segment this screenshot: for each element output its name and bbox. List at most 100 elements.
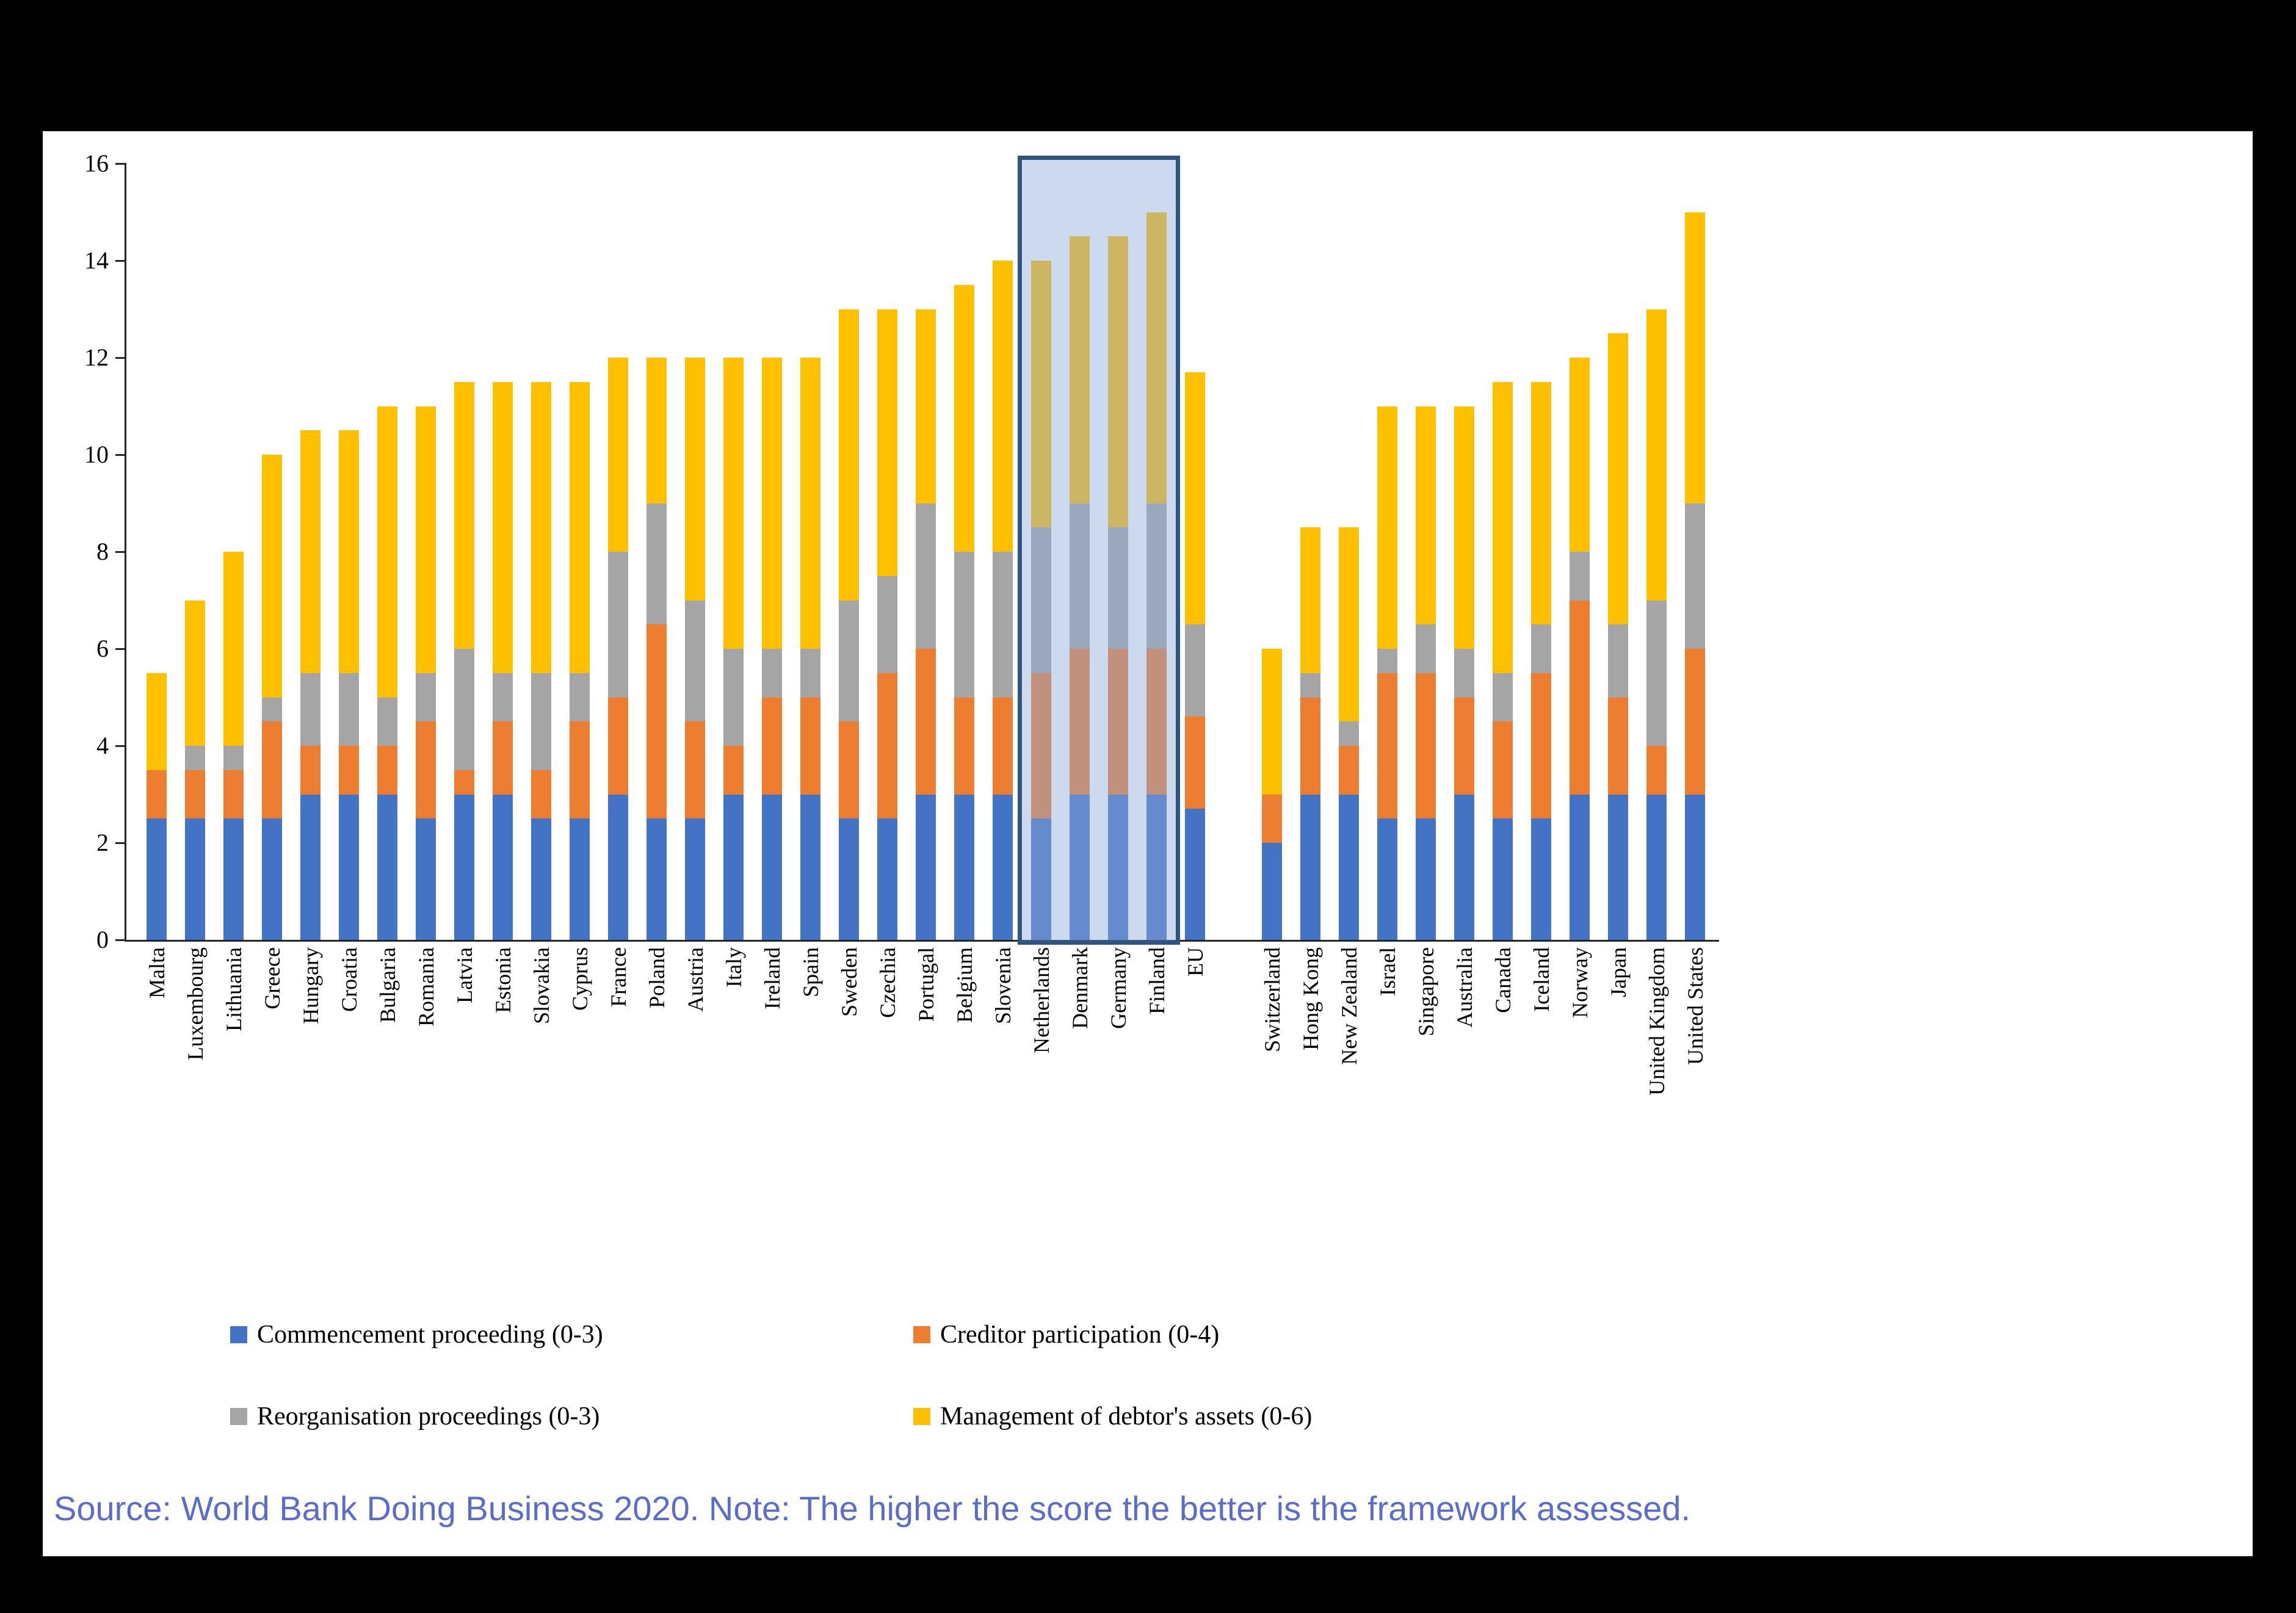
x-axis bbox=[125, 940, 1719, 942]
bar-segment bbox=[1570, 358, 1590, 552]
bar-segment bbox=[993, 261, 1013, 552]
bar-segment bbox=[954, 697, 974, 795]
bar-segment bbox=[339, 430, 359, 673]
bar-new-zealand bbox=[1339, 527, 1359, 940]
bar-segment bbox=[916, 309, 936, 503]
bar-lithuania bbox=[223, 552, 244, 940]
bar-segment bbox=[608, 552, 628, 698]
bar-segment bbox=[1300, 697, 1320, 795]
bar-segment bbox=[1570, 794, 1590, 940]
bar-segment bbox=[1493, 818, 1513, 940]
x-category-label: Czechia bbox=[875, 947, 900, 1018]
y-tick-label: 6 bbox=[96, 635, 109, 662]
bar-segment bbox=[147, 818, 167, 940]
bar-segment bbox=[762, 649, 782, 698]
bar-segment bbox=[223, 818, 244, 940]
bar-segment bbox=[800, 358, 820, 649]
bar-segment bbox=[416, 406, 436, 673]
bar-segment bbox=[646, 818, 667, 940]
bar-belgium bbox=[954, 284, 974, 940]
y-tick-mark bbox=[115, 357, 126, 359]
bar-segment bbox=[1031, 673, 1051, 819]
y-tick-mark bbox=[115, 260, 126, 262]
y-tick-mark bbox=[115, 745, 126, 747]
x-category-label: United Kingdom bbox=[1644, 947, 1669, 1095]
bar-segment bbox=[531, 381, 551, 673]
bar-segment bbox=[1031, 527, 1051, 673]
y-tick-label: 2 bbox=[96, 829, 109, 856]
bar-segment bbox=[1185, 716, 1205, 809]
bar-segment bbox=[1493, 673, 1513, 722]
bar-segment bbox=[1108, 649, 1128, 795]
bar-segment bbox=[839, 818, 859, 940]
bar-segment bbox=[800, 794, 820, 940]
x-category-label: Bulgaria bbox=[375, 947, 400, 1023]
x-category-label: Singapore bbox=[1413, 947, 1438, 1036]
bar-segment bbox=[300, 794, 320, 940]
bar-segment bbox=[1416, 818, 1436, 940]
bar-segment bbox=[300, 746, 320, 795]
legend-swatch bbox=[913, 1408, 930, 1425]
bar-segment bbox=[1646, 309, 1667, 601]
bar-segment bbox=[493, 794, 513, 940]
bar-ireland bbox=[762, 358, 782, 940]
bar-segment bbox=[1531, 381, 1551, 625]
bar-segment bbox=[1570, 600, 1590, 795]
bar-segment bbox=[1185, 624, 1205, 717]
bar-norway bbox=[1570, 358, 1590, 940]
x-category-label: New Zealand bbox=[1336, 947, 1361, 1065]
bar-segment bbox=[1070, 794, 1090, 940]
x-category-label: Japan bbox=[1606, 947, 1631, 997]
bar-czechia bbox=[877, 309, 897, 940]
bar-segment bbox=[1416, 624, 1436, 673]
bar-segment bbox=[954, 552, 974, 698]
bar-japan bbox=[1608, 333, 1628, 940]
bar-segment bbox=[916, 794, 936, 940]
x-category-label: Portugal bbox=[913, 947, 938, 1022]
y-tick-label: 10 bbox=[84, 441, 109, 468]
bar-segment bbox=[723, 358, 744, 649]
bar-latvia bbox=[454, 381, 474, 940]
x-category-label: Ireland bbox=[759, 947, 784, 1009]
bar-segment bbox=[1685, 503, 1705, 649]
legend-swatch bbox=[230, 1408, 247, 1425]
bar-sweden bbox=[839, 309, 859, 940]
bar-slovenia bbox=[993, 261, 1013, 940]
y-tick-label: 8 bbox=[96, 538, 109, 565]
bar-segment bbox=[993, 552, 1013, 698]
bar-segment bbox=[223, 770, 244, 819]
bar-eu bbox=[1185, 372, 1205, 940]
bar-segment bbox=[1070, 236, 1090, 503]
bar-segment bbox=[147, 673, 167, 770]
bar-luxembourg bbox=[185, 600, 205, 940]
x-category-label: Canada bbox=[1490, 947, 1515, 1013]
bar-segment bbox=[1454, 406, 1474, 649]
bar-segment bbox=[185, 746, 205, 770]
bar-iceland bbox=[1531, 381, 1551, 940]
x-category-label: Slovenia bbox=[990, 947, 1015, 1024]
bar-segment bbox=[993, 697, 1013, 795]
bar-segment bbox=[1070, 649, 1090, 795]
bar-segment bbox=[954, 284, 974, 552]
legend-label: Commencement proceeding (0-3) bbox=[257, 1321, 603, 1349]
bar-segment bbox=[608, 358, 628, 552]
bar-segment bbox=[1185, 372, 1205, 625]
bar-segment bbox=[1185, 809, 1205, 940]
bar-segment bbox=[416, 818, 436, 940]
bar-segment bbox=[723, 746, 744, 795]
bar-segment bbox=[1300, 794, 1320, 940]
x-category-label: Hong Kong bbox=[1298, 947, 1323, 1050]
bar-segment bbox=[1146, 794, 1167, 940]
legend-label: Creditor participation (0-4) bbox=[940, 1321, 1220, 1349]
bar-segment bbox=[262, 455, 282, 698]
x-category-label: Australia bbox=[1452, 947, 1477, 1028]
y-tick-mark bbox=[115, 551, 126, 553]
bar-segment bbox=[1300, 673, 1320, 698]
bar-segment bbox=[223, 746, 244, 770]
bar-segment bbox=[531, 770, 551, 819]
bar-segment bbox=[1454, 649, 1474, 698]
bar-segment bbox=[262, 697, 282, 722]
y-tick-mark bbox=[115, 939, 126, 941]
bar-segment bbox=[1339, 794, 1359, 940]
bar-germany bbox=[1108, 236, 1128, 940]
